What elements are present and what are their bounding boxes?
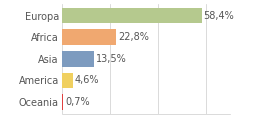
Bar: [62, 94, 63, 110]
Text: 58,4%: 58,4%: [204, 11, 234, 21]
Bar: [62, 73, 73, 88]
Text: 4,6%: 4,6%: [74, 75, 99, 85]
Bar: [62, 29, 116, 45]
Text: 22,8%: 22,8%: [118, 32, 149, 42]
Bar: [62, 51, 94, 67]
Text: 13,5%: 13,5%: [96, 54, 127, 64]
Text: 0,7%: 0,7%: [65, 97, 90, 107]
Bar: [62, 8, 202, 23]
